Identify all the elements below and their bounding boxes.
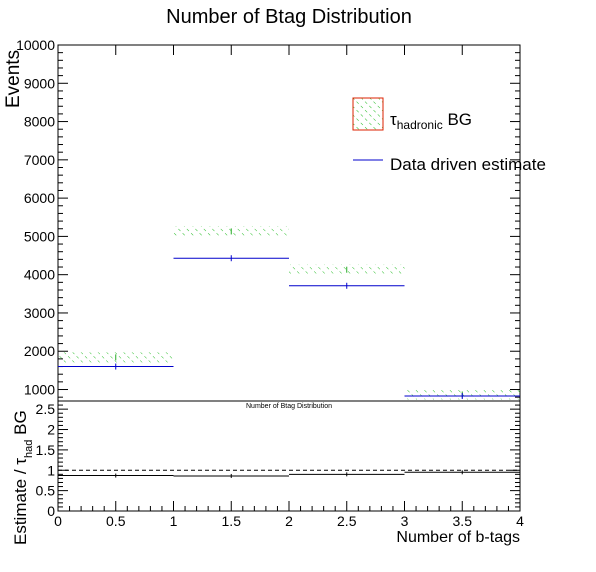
ratio-plot-frame <box>57 400 521 512</box>
ratio-axis-ticks: 0 0.5 1 1.5 2 2.5 0 0.5 1 1.5 2 2.5 3 3.5 4 <box>36 45 524 529</box>
ratio-panel-title: Number of Btag Distribution <box>246 403 332 410</box>
ratio-y-tick-label: 1.5 <box>36 442 56 458</box>
chart-title: Number of Btag Distribution <box>166 6 412 28</box>
top-y-tick-label: 4000 <box>24 267 55 283</box>
x-tick-label: 2 <box>285 513 293 529</box>
x-tick-label: 3 <box>401 513 409 529</box>
x-tick-label: 4 <box>516 513 524 529</box>
top-y-tick-label: 8000 <box>24 114 55 130</box>
ratio-y-tick-label: 2.5 <box>36 401 56 417</box>
legend-hatch-swatch <box>352 97 384 131</box>
ratio-series <box>58 470 520 478</box>
ratio-y-tick-label: 0.5 <box>36 483 56 499</box>
top-y-tick-label: 2000 <box>24 343 55 359</box>
top-y-tick-label: 5000 <box>24 228 55 244</box>
top-plot-frame <box>57 44 521 402</box>
y-axis-label-ratio: Estimate / τhad BG <box>11 410 35 545</box>
legend-entry-tau-tail: BG <box>443 110 472 129</box>
x-tick-label: 0 <box>54 513 62 529</box>
ratio-y-tick-label: 0 <box>47 503 55 519</box>
top-y-tick-label: 10000 <box>16 37 55 53</box>
y-axis-label-top: Events <box>3 50 24 108</box>
legend-entry-tau-main: τ <box>390 110 397 129</box>
top-y-tick-label: 3000 <box>24 305 55 321</box>
top-y-tick-label: 7000 <box>24 152 55 168</box>
x-tick-label: 2.5 <box>337 513 357 529</box>
x-axis-label: Number of b-tags <box>396 529 520 546</box>
legend-entry-tau-sub: hadronic <box>397 118 443 132</box>
top-y-tick-label: 9000 <box>24 75 55 91</box>
x-tick-label: 1.5 <box>222 513 242 529</box>
top-y-tick-label: 6000 <box>24 190 55 206</box>
top-y-axis-ticks: 1000 2000 3000 4000 5000 6000 7000 8000 9000 1000… <box>16 37 520 398</box>
tau-hadronic-bg-series <box>58 226 520 400</box>
legend-entry-data-driven: Data driven estimate <box>390 155 546 174</box>
top-y-tick-label: 1000 <box>24 382 55 398</box>
y-axis-label-ratio-tail: BG <box>11 410 30 439</box>
y-axis-label-ratio-sub: had <box>23 440 35 458</box>
x-tick-label: 0.5 <box>106 513 126 529</box>
x-tick-label: 1 <box>170 513 178 529</box>
ratio-y-tick-label: 2 <box>47 422 55 438</box>
x-tick-label: 3.5 <box>453 513 473 529</box>
ratio-y-tick-label: 1 <box>47 462 55 478</box>
data-driven-estimate-series <box>58 255 520 400</box>
legend-entry-tau-hadronic: τhadronic BG <box>390 110 472 132</box>
legend: τhadronic BG Data driven estimate <box>352 97 546 174</box>
y-axis-label-ratio-main: Estimate / τ <box>11 458 30 545</box>
